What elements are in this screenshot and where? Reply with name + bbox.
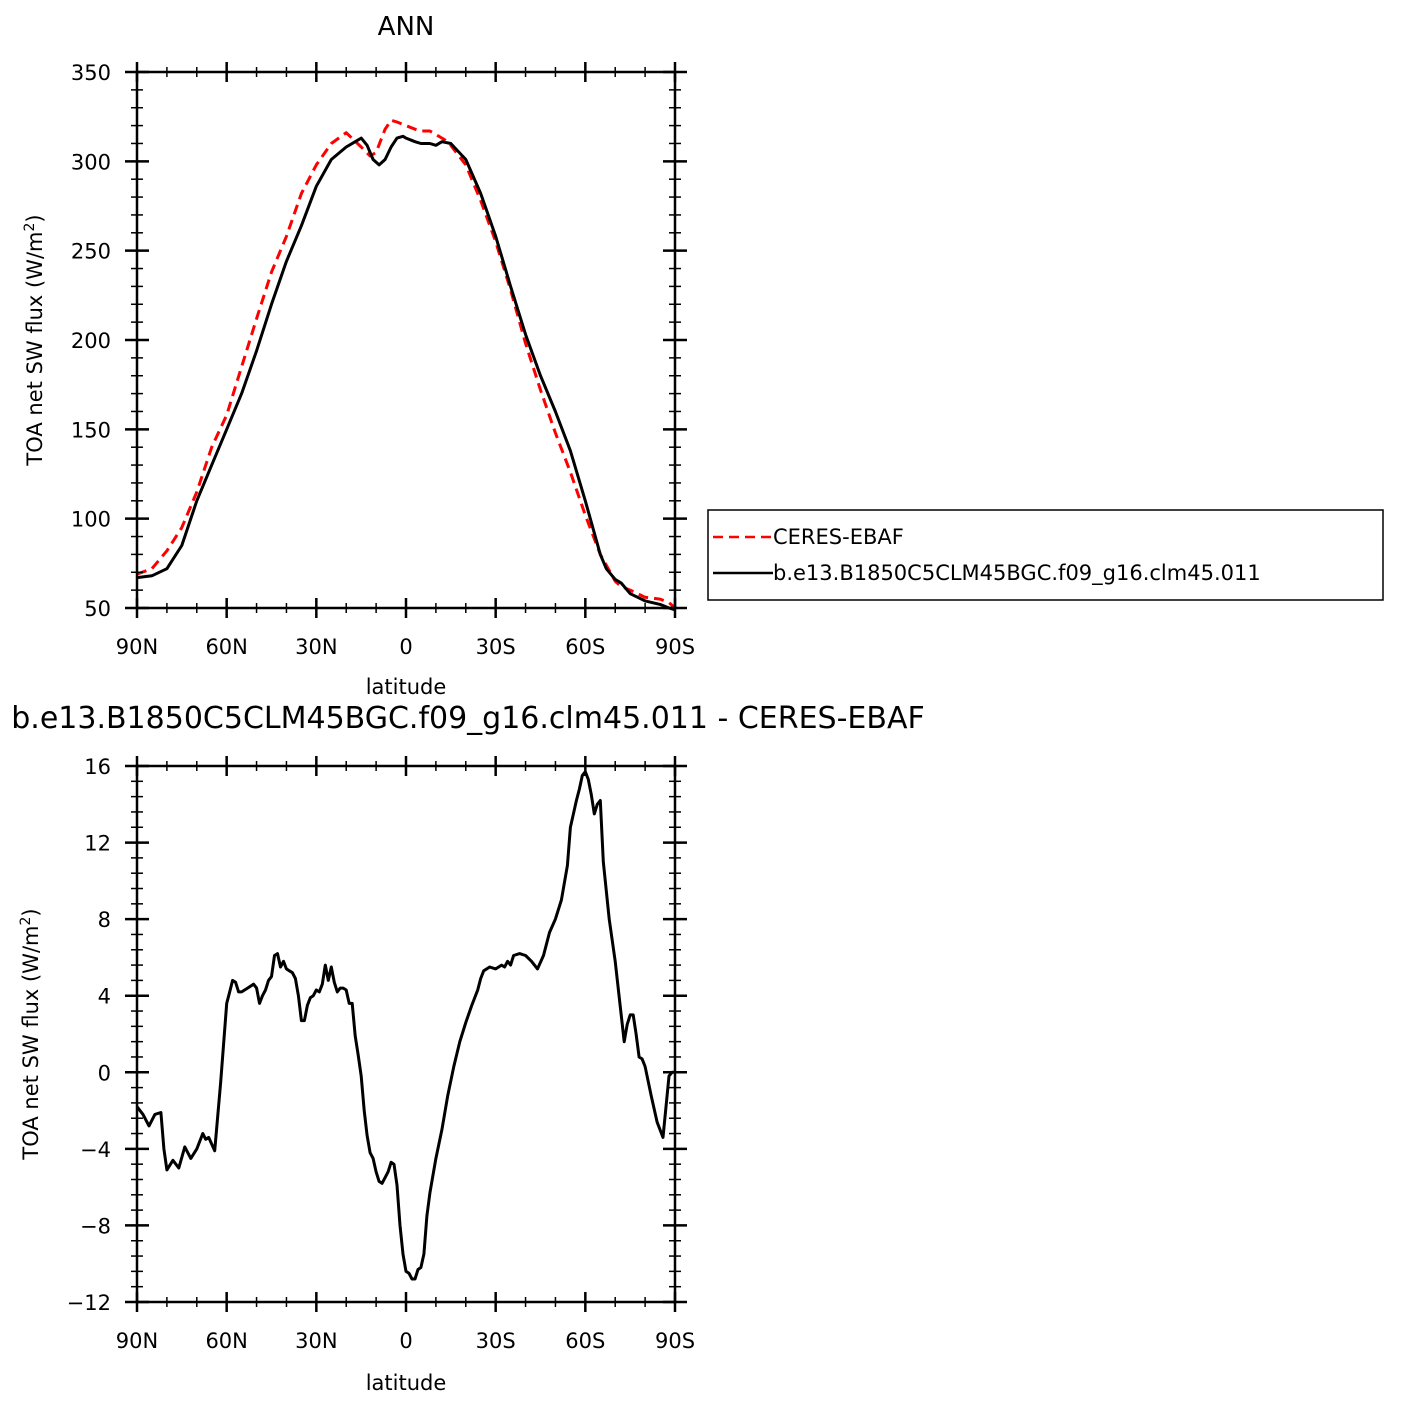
y-tick-label: 8	[98, 908, 111, 932]
y-tick-label: −8	[80, 1214, 111, 1238]
bottom-y-label-sup: 2	[18, 917, 34, 926]
x-tick-label: 60N	[205, 635, 247, 659]
x-tick-label: 30S	[476, 1329, 516, 1353]
legend: CERES-EBAF b.e13.B1850C5CLM45BGC.f09_g16…	[707, 509, 1384, 601]
x-tick-label: 60N	[205, 1329, 247, 1353]
x-tick-label: 90S	[655, 1329, 695, 1353]
bottom-panel-title: b.e13.B1850C5CLM45BGC.f09_g16.clm45.011 …	[11, 701, 925, 736]
x-tick-label: 60S	[565, 1329, 605, 1353]
x-tick-label: 30N	[295, 1329, 337, 1353]
x-tick-label: 90N	[116, 1329, 158, 1353]
x-tick-label: 30N	[295, 635, 337, 659]
y-tick-label: 300	[71, 150, 111, 174]
y-tick-label: 150	[71, 418, 111, 442]
bottom-y-label-suffix: )	[19, 908, 43, 916]
y-tick-label: 250	[71, 240, 111, 264]
series-line-difference	[135, 770, 675, 1281]
series-line-b-e13-b1850c5clm45bgc-f09-g16-clm45-011	[136, 134, 676, 612]
x-tick-label: 0	[399, 635, 412, 659]
top-axes: 90N 60N 30N 0 30S 60S 90S 50 100 150 200 250 300 350	[71, 61, 695, 659]
x-tick-label: 60S	[565, 635, 605, 659]
y-tick-label: 200	[71, 329, 111, 353]
bottom-x-axis-label: latitude	[366, 1371, 447, 1395]
top-y-axis-label: TOA net SW flux (W/m2)	[22, 214, 47, 466]
legend-box	[707, 509, 1384, 601]
top-y-label-suffix: )	[23, 214, 47, 222]
x-tick-label: 0	[399, 1329, 412, 1353]
y-tick-label: 12	[84, 832, 111, 856]
y-tick-label: 4	[98, 985, 111, 1009]
y-tick-label: 16	[84, 755, 111, 779]
x-tick-label: 30S	[476, 635, 516, 659]
top-x-axis-label: latitude	[366, 675, 447, 699]
x-tick-label: 90S	[655, 635, 695, 659]
legend-label-model: b.e13.B1850C5CLM45BGC.f09_g16.clm45.011	[773, 561, 1261, 586]
bottom-plot-frame	[135, 764, 677, 1304]
top-y-label-sup: 2	[22, 223, 38, 232]
y-tick-label: 0	[98, 1061, 111, 1085]
legend-label-ceres: CERES-EBAF	[773, 525, 904, 549]
bottom-panel: b.e13.B1850C5CLM45BGC.f09_g16.clm45.011 …	[11, 701, 925, 1395]
y-tick-label: 100	[71, 508, 111, 532]
bottom-axes: 90N 60N 30N 0 30S 60S 90S −12 −8 −4 0 4 8 12 16	[67, 755, 695, 1353]
bottom-y-axis-label: TOA net SW flux (W/m2)	[18, 908, 43, 1160]
top-series-group	[136, 118, 677, 612]
y-tick-label: 350	[71, 61, 111, 85]
bottom-y-label-prefix: TOA net SW flux (W/m	[19, 926, 43, 1161]
y-tick-label: −12	[67, 1291, 111, 1315]
top-panel: ANN 90N 60N 30N 0 30S 60S 90S 50 100 150 200 250 300…	[22, 12, 695, 699]
top-y-label-prefix: TOA net SW flux (W/m	[23, 232, 47, 467]
bottom-series-group	[135, 770, 675, 1281]
x-tick-label: 90N	[116, 635, 158, 659]
y-tick-label: 50	[84, 597, 111, 621]
y-tick-label: −4	[80, 1138, 111, 1162]
top-panel-title: ANN	[378, 12, 435, 42]
